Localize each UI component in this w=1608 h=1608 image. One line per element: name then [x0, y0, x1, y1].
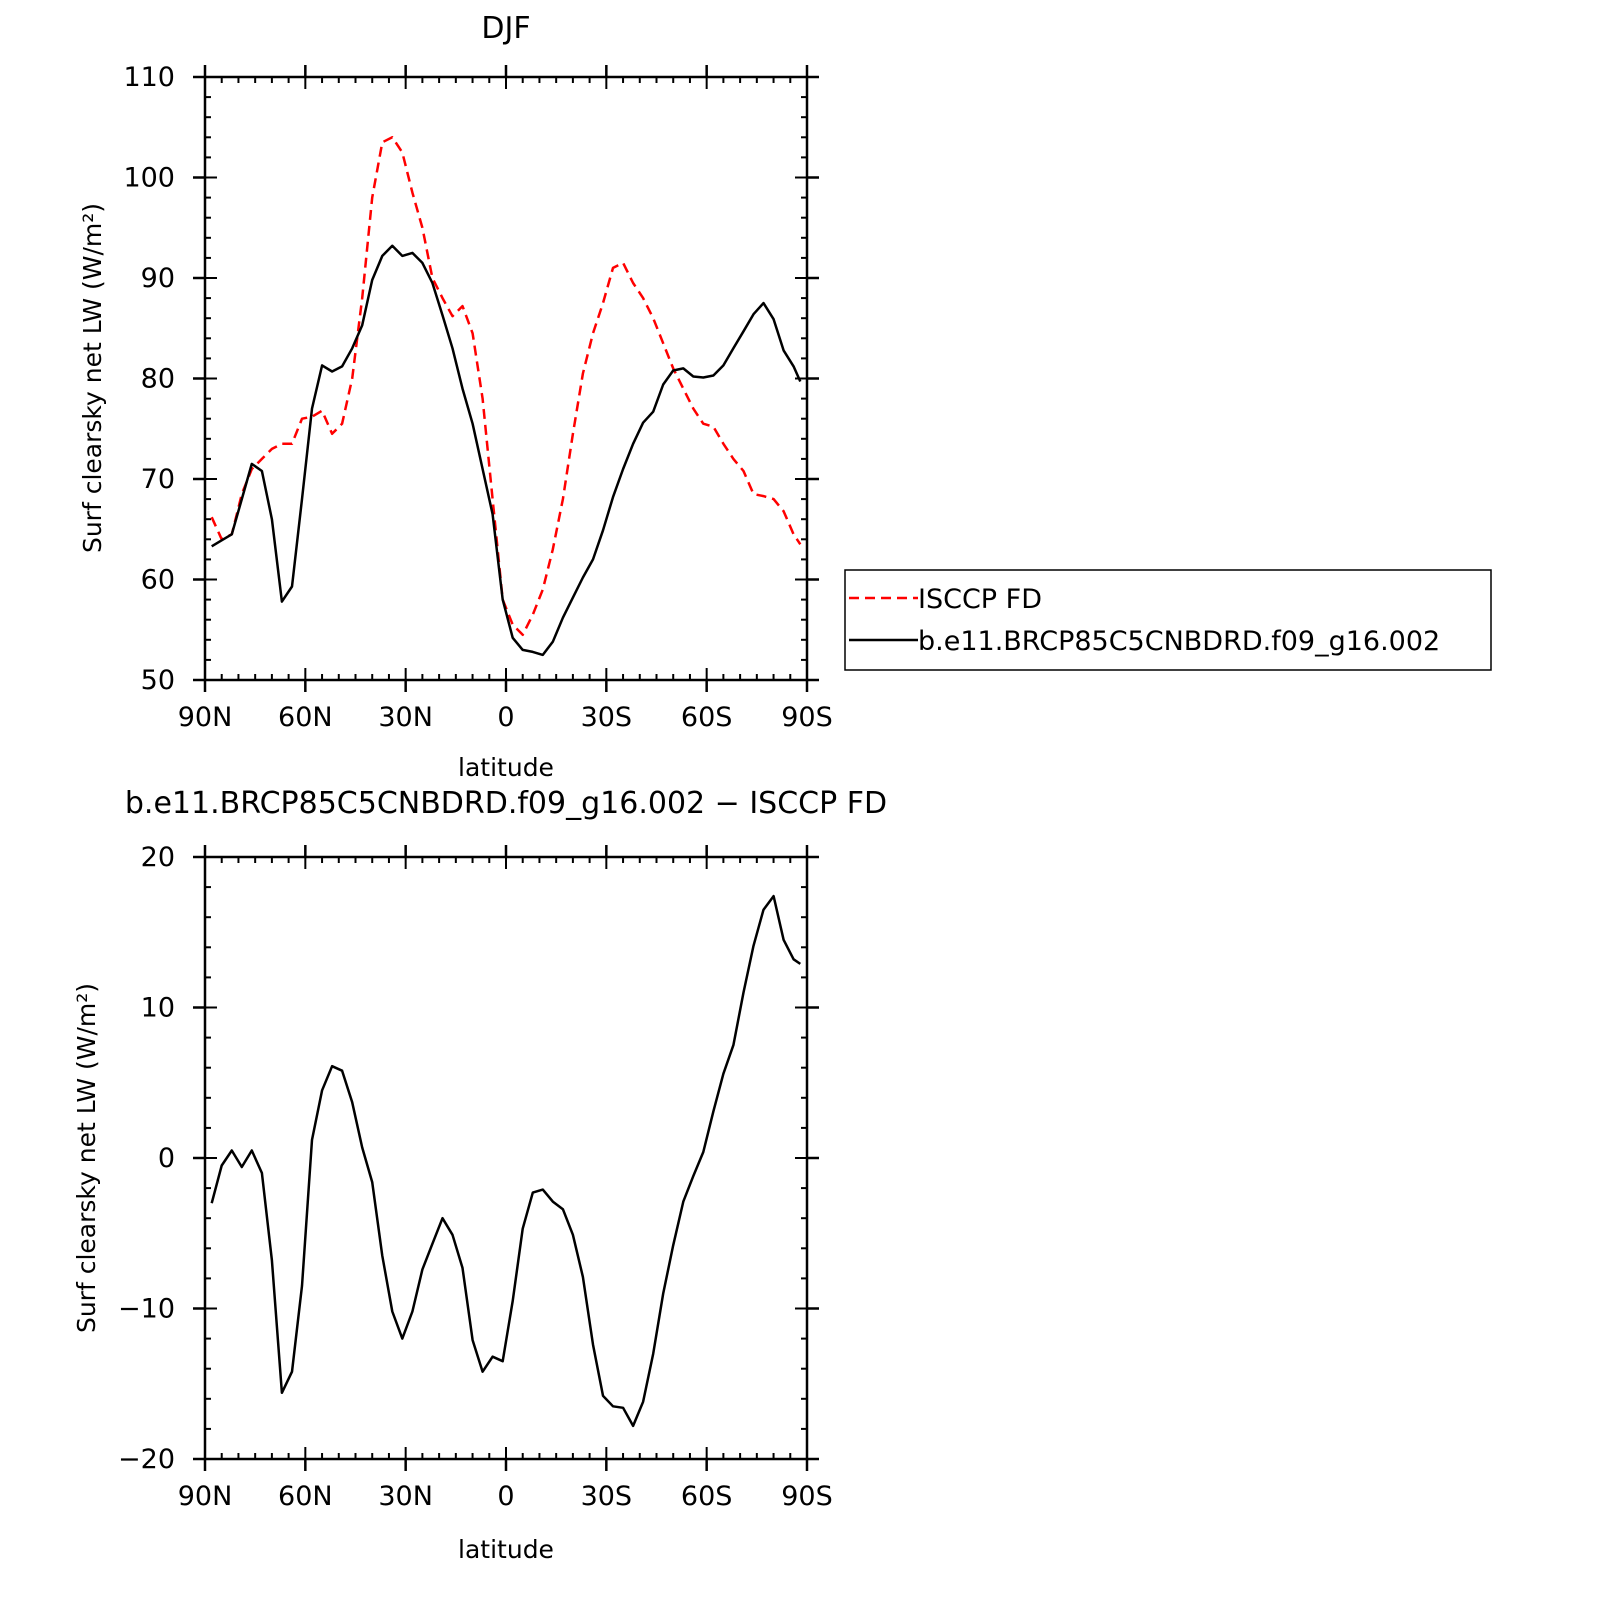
y-tick-label: 50 — [141, 665, 175, 696]
x-tick-label: 90S — [781, 702, 833, 733]
series-line-model — [210, 894, 802, 1428]
y-tick-label: 70 — [141, 464, 175, 495]
panel-bottom-xlabel: latitude — [458, 1535, 554, 1564]
y-tick-label: −20 — [118, 1444, 175, 1475]
x-tick-label: 30S — [581, 702, 633, 733]
panel-top-plot-frame — [203, 75, 809, 682]
panel-bottom-ylabel: Surf clearsky net LW (W/m²) — [72, 983, 101, 1333]
series-line-isccp — [210, 136, 802, 637]
x-tick-label: 90N — [178, 1481, 233, 1512]
y-tick-label: 60 — [141, 565, 175, 596]
x-tick-label: 0 — [497, 1481, 514, 1512]
legend-label-isccp: ISCCP FD — [918, 584, 1042, 615]
y-tick-label: 10 — [141, 993, 175, 1024]
panel-bottom-plot-frame — [203, 855, 809, 1461]
panel-top-ticks: 90N 60N 30N 0 30S 60S 90S 50 60 70 80 90 100 110 — [123, 62, 832, 733]
x-tick-label: 60N — [278, 702, 333, 733]
y-tick-label: 110 — [123, 62, 175, 93]
y-tick-label: 0 — [158, 1143, 175, 1174]
panel-top: DJF 90N 60N 30N 0 30S 60S 90S5060708090100110 … — [78, 11, 833, 782]
panel-top-title: DJF — [481, 11, 530, 46]
panel-top-xlabel: latitude — [458, 753, 554, 782]
x-tick-label: 60N — [278, 1481, 333, 1512]
y-tick-label: 90 — [141, 263, 175, 294]
x-tick-label: 60S — [681, 1481, 733, 1512]
panel-bottom-series — [210, 894, 802, 1428]
y-tick-label: 80 — [141, 364, 175, 395]
panel-bottom-ticks: 90N 60N 30N 0 30S 60S 90S −20 −10 0 10 20 — [118, 842, 833, 1512]
y-tick-label: 100 — [123, 163, 175, 194]
x-tick-label: 90S — [781, 1481, 833, 1512]
y-tick-label: −10 — [118, 1294, 175, 1325]
y-tick-label: 20 — [141, 842, 175, 873]
legend-box — [844, 569, 1492, 671]
panel-top-ylabel: Surf clearsky net LW (W/m²) — [78, 203, 107, 553]
panel-bottom-title: b.e11.BRCP85C5CNBDRD.f09_g16.002 − ISCCP… — [125, 786, 887, 821]
panel-bottom: b.e11.BRCP85C5CNBDRD.f09_g16.002 − ISCCP… — [72, 786, 887, 1564]
x-tick-label: 30N — [378, 702, 433, 733]
x-tick-label: 60S — [681, 702, 733, 733]
x-tick-label: 30N — [378, 1481, 433, 1512]
x-tick-label: 90N — [178, 702, 233, 733]
legend: ISCCP FD b.e11.BRCP85C5CNBDRD.f09_g16.00… — [844, 569, 1492, 671]
panel-top-series — [210, 136, 802, 657]
x-tick-label: 0 — [497, 702, 514, 733]
legend-label-model: b.e11.BRCP85C5CNBDRD.f09_g16.002 — [918, 626, 1440, 657]
x-tick-label: 30S — [581, 1481, 633, 1512]
series-line-model — [211, 244, 802, 657]
